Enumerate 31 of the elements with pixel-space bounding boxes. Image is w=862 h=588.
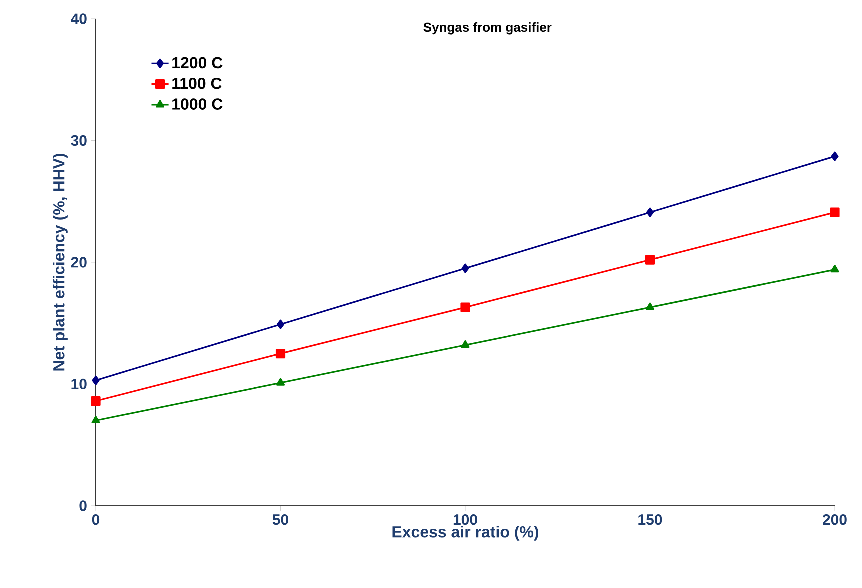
- point: [460, 302, 470, 312]
- y-tick-label: 20: [71, 257, 87, 268]
- point: [461, 340, 470, 348]
- x-tick-label: 100: [454, 514, 478, 526]
- point: [646, 302, 655, 310]
- x-tick-label: 50: [272, 514, 288, 526]
- y-tick-label: 30: [71, 135, 87, 146]
- x-tick-label: 0: [92, 514, 100, 526]
- legend-label: 1200 C: [172, 57, 223, 69]
- point: [646, 208, 654, 218]
- x-tick-label: 200: [823, 514, 847, 526]
- legend-label: 1100 C: [172, 78, 222, 90]
- point: [92, 376, 100, 386]
- x-axis-title: Excess air ratio (%): [392, 526, 538, 541]
- y-tick-label: 40: [71, 14, 87, 24]
- point: [462, 264, 470, 274]
- point: [276, 320, 285, 330]
- point: [92, 416, 100, 424]
- point: [276, 349, 286, 359]
- chart-title: Syngas from gasifier: [424, 22, 552, 35]
- y-axis-title: Net plant efficiency (%, HHV): [53, 154, 68, 371]
- point: [645, 255, 656, 265]
- point: [830, 208, 840, 218]
- y-tick-label: 0: [80, 500, 87, 512]
- point: [831, 152, 839, 162]
- x-tick-label: 150: [638, 514, 662, 526]
- point: [91, 396, 101, 406]
- y-tick-label: 10: [72, 378, 87, 390]
- point: [276, 378, 286, 386]
- point: [830, 264, 840, 273]
- legend-label: 1000 C: [172, 98, 223, 110]
